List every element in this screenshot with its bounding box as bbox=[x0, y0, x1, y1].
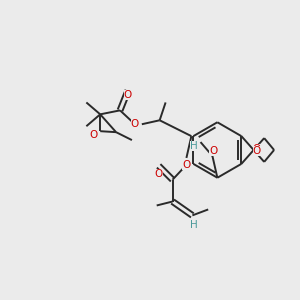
Text: O: O bbox=[124, 89, 132, 100]
Text: O: O bbox=[209, 146, 217, 156]
Text: O: O bbox=[154, 169, 163, 179]
Text: O: O bbox=[253, 146, 261, 156]
Text: O: O bbox=[253, 144, 261, 154]
Text: H: H bbox=[190, 141, 198, 151]
Text: O: O bbox=[182, 160, 190, 170]
Text: H: H bbox=[190, 220, 198, 230]
Text: O: O bbox=[131, 119, 139, 129]
Text: O: O bbox=[89, 130, 98, 140]
